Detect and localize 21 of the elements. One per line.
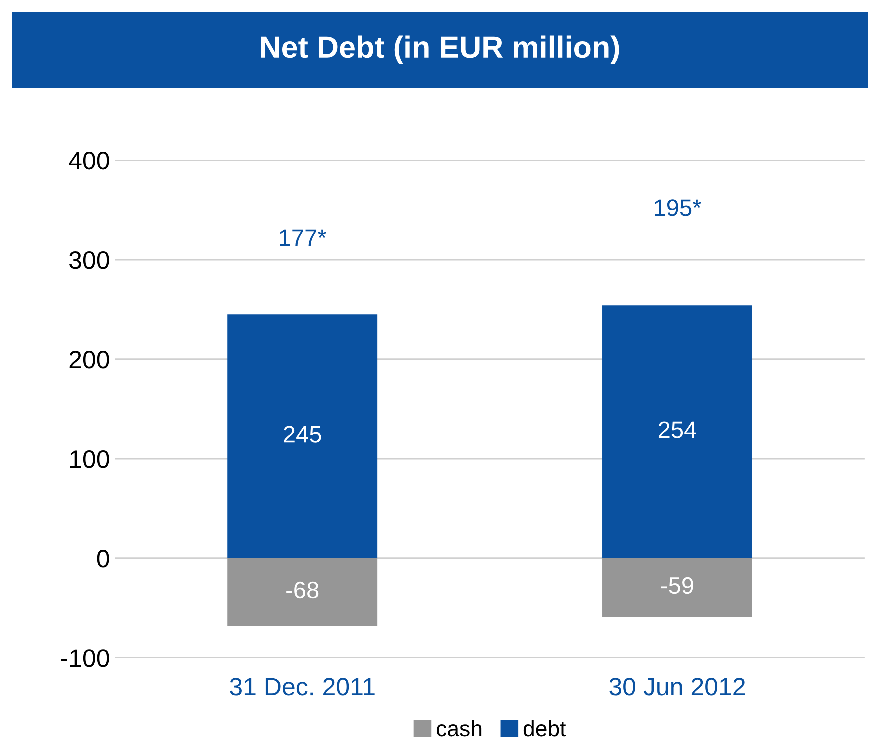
x-tick-label: 30 Jun 2012 [610, 678, 746, 696]
y-tick-label: -100 [61, 650, 110, 668]
x-tick-label: 31 Dec. 2011 [230, 678, 375, 696]
legend-label: debt [524, 720, 566, 737]
data-label: -68 [286, 582, 319, 599]
y-tick-label: 300 [70, 252, 110, 270]
bar [228, 314, 378, 558]
bar [602, 306, 752, 558]
y-tick-label: 100 [70, 450, 110, 468]
data-label: 254 [658, 422, 696, 438]
data-label: -59 [661, 577, 694, 594]
bar [602, 558, 752, 618]
y-tick-label: 400 [69, 152, 110, 170]
annotation: 195* [655, 200, 702, 216]
data-label: 245 [284, 426, 322, 443]
y-tick-label: 200 [70, 351, 110, 369]
y-tick-label: 0 [97, 550, 110, 568]
annotation: 177* [280, 230, 327, 246]
chart-title: Net Debt (in EUR million) [261, 36, 620, 64]
legend-label: cash [437, 720, 482, 737]
bar [228, 558, 378, 626]
